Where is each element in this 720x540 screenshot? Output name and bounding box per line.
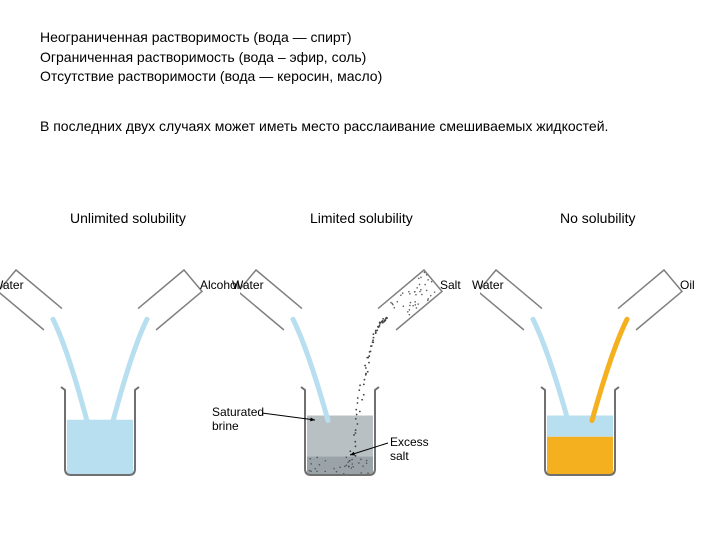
header-line2: Ограниченная растворимость (вода – эфир,… [40,48,382,68]
right-tube-label: Oil [680,278,695,292]
annotation-label: Saturated brine [212,405,264,433]
diagram-area: WaterAlcohol WaterSaltSaturated brineExc… [0,260,720,540]
left-tube-label: Water [232,278,264,292]
panel-title-2: No solubility [560,210,635,226]
panel-none: WaterOil [480,260,720,540]
left-tube-label: Water [0,278,24,292]
header-line1: Неограниченная растворимость (вода — спи… [40,28,382,48]
panel-limited: WaterSaltSaturated brineExcess salt [240,260,480,540]
header-block: Неограниченная растворимость (вода — спи… [40,28,382,87]
separation-text: В последних двух случаях может иметь мес… [40,118,608,134]
right-tube-label: Salt [440,278,461,292]
panel-title-0: Unlimited solubility [70,210,186,226]
panel-unlimited: WaterAlcohol [0,260,240,540]
annotation-label: Excess salt [390,435,429,463]
header-line3: Отсутствие растворимости (вода — керосин… [40,67,382,87]
left-tube-label: Water [472,278,504,292]
panel-title-1: Limited solubility [310,210,413,226]
